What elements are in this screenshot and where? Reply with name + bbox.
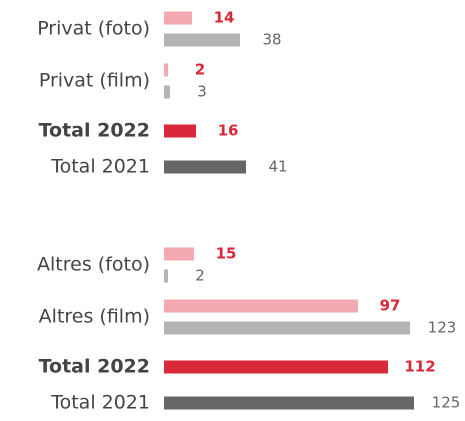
category-label: Total 2022 xyxy=(39,120,150,142)
bar xyxy=(164,63,168,77)
bar xyxy=(164,124,196,138)
category-label: Total 2022 xyxy=(39,356,150,378)
bar xyxy=(164,247,194,261)
value-label: 3 xyxy=(197,83,207,101)
value-label: 112 xyxy=(404,358,435,376)
value-label: 16 xyxy=(218,122,239,140)
value-label: 41 xyxy=(268,158,287,176)
bar xyxy=(164,269,168,283)
bar xyxy=(164,85,170,99)
category-label: Total 2021 xyxy=(50,156,150,178)
bar xyxy=(164,360,388,374)
category-label: Privat (film) xyxy=(39,70,150,92)
value-label: 15 xyxy=(216,245,237,263)
bar xyxy=(164,396,414,410)
category-label: Privat (foto) xyxy=(37,18,150,40)
bar xyxy=(164,321,410,335)
value-label: 125 xyxy=(432,394,461,412)
bar xyxy=(164,33,240,47)
bar xyxy=(164,299,358,313)
value-label: 123 xyxy=(428,319,457,337)
bar xyxy=(164,160,246,174)
category-label: Total 2021 xyxy=(50,392,150,414)
value-label: 97 xyxy=(380,297,401,315)
category-label: Altres (film) xyxy=(39,306,150,328)
value-label: 38 xyxy=(262,31,281,49)
bar xyxy=(164,11,192,25)
value-label: 2 xyxy=(195,61,205,79)
value-label: 2 xyxy=(195,267,205,285)
value-label: 14 xyxy=(214,9,235,27)
category-label: Altres (foto) xyxy=(37,254,150,276)
